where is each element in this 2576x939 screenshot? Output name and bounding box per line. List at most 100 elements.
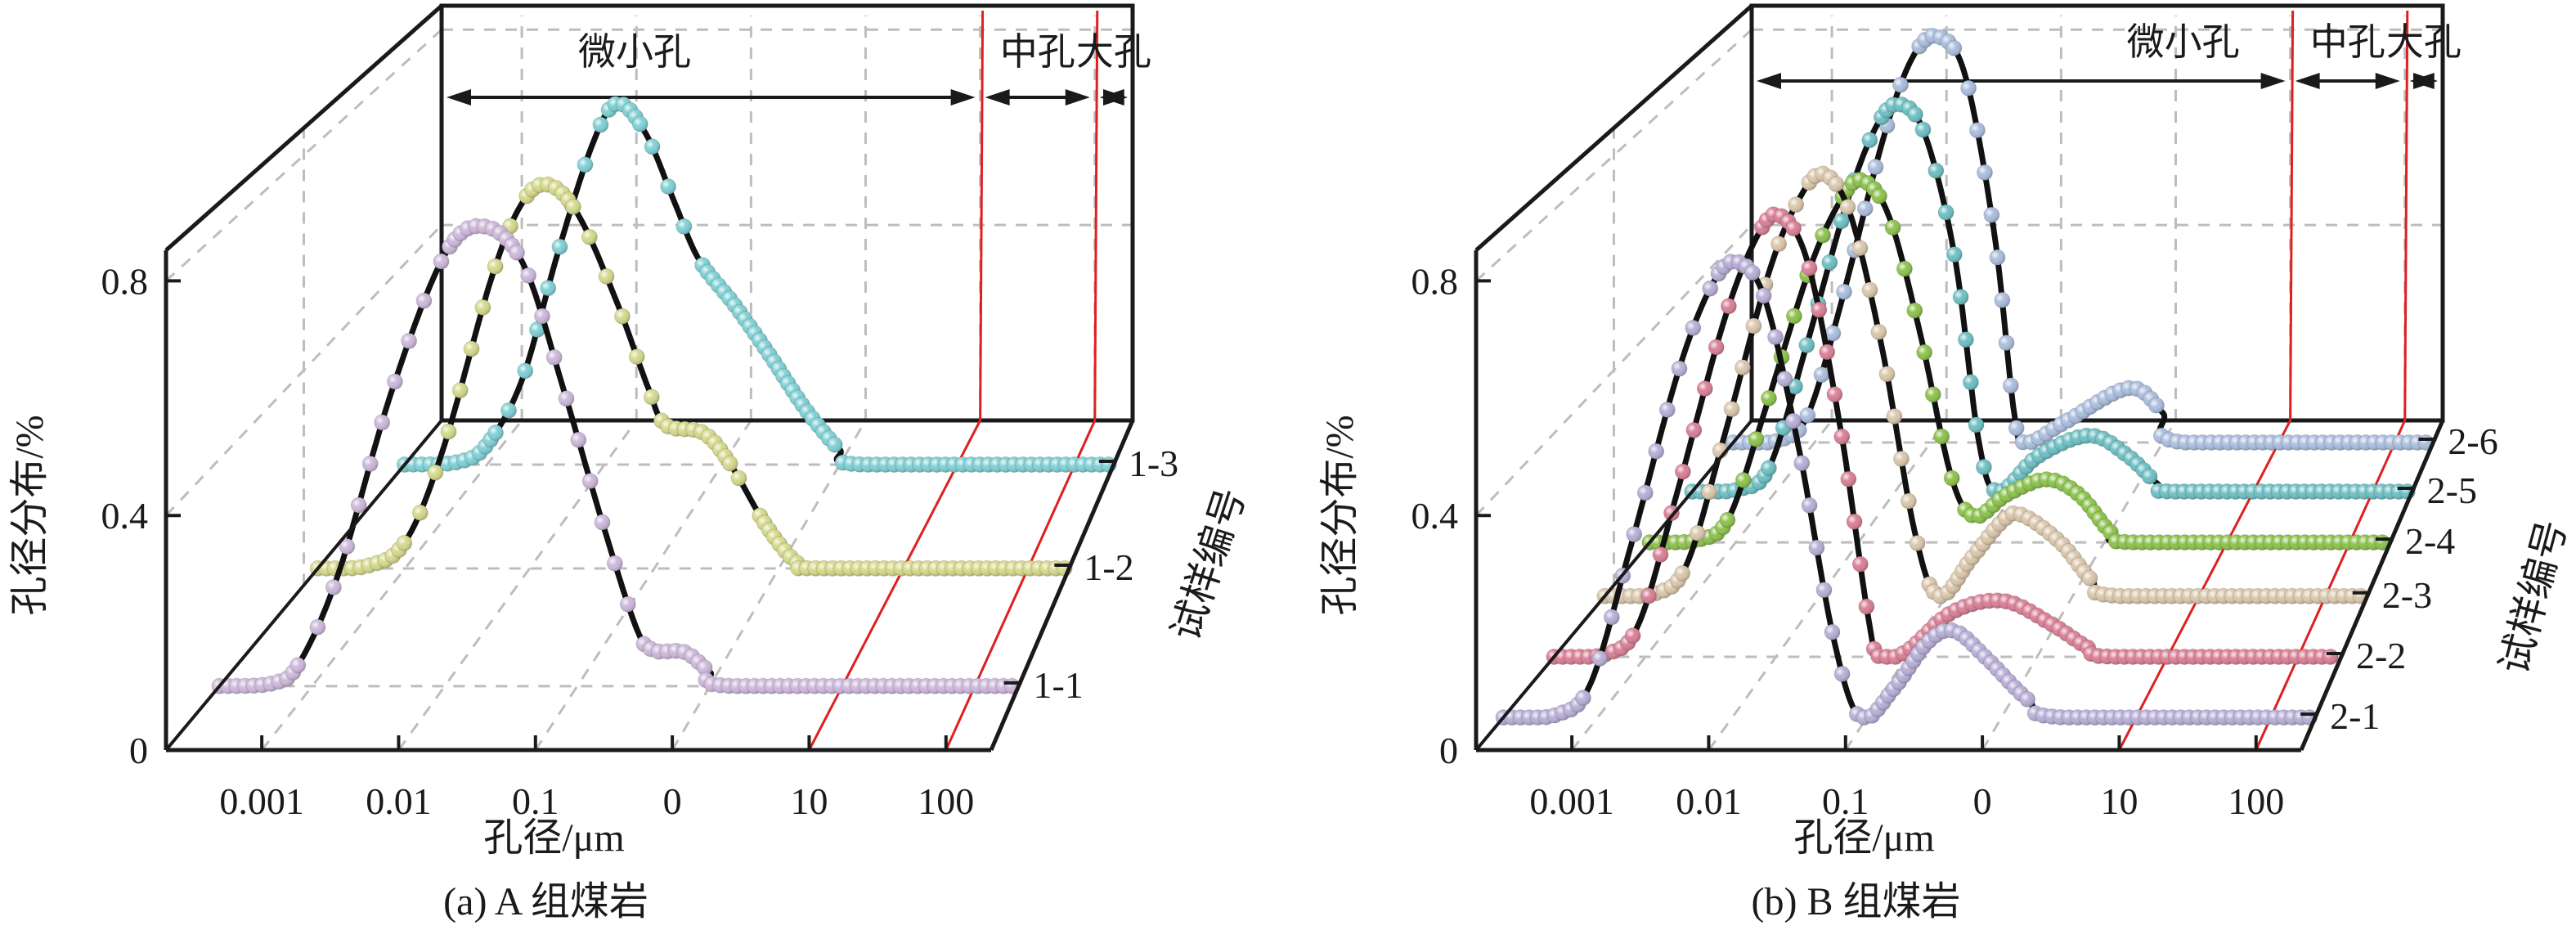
bead-highlight: [660, 178, 676, 195]
x-tick-label: 0.001: [219, 780, 304, 822]
bead-highlight: [1977, 164, 1993, 181]
bead-highlight: [644, 389, 660, 405]
bead-highlight: [1744, 264, 1761, 281]
bead-highlight: [1945, 40, 1962, 56]
bead-highlight: [1724, 401, 1740, 417]
bead-highlight: [1770, 236, 1787, 252]
bead-highlight: [827, 437, 843, 453]
frame-layer: [164, 3, 1135, 751]
bead-highlight: [1915, 122, 1931, 137]
bead-highlight: [1960, 80, 1977, 97]
bead-highlight: [309, 619, 325, 636]
bead-highlight: [1925, 386, 1941, 402]
region-label-micro: 微小孔: [578, 31, 691, 73]
bead-highlight: [289, 657, 306, 673]
z-axis-title: 试样编号: [1165, 483, 1254, 646]
bead-highlight: [474, 299, 491, 316]
sample-label: 2-1: [2330, 695, 2380, 737]
region-boundary-line: [2118, 10, 2295, 751]
bead-highlight: [1871, 188, 1887, 204]
sample-label: 2-3: [2382, 574, 2432, 616]
bead-highlight: [644, 138, 661, 155]
depth-axis-line: [989, 420, 1135, 751]
arrow-head-right-icon: [950, 89, 976, 106]
bead-highlight: [1708, 339, 1725, 355]
bead-highlight: [1674, 565, 1690, 582]
floor-gridline: [534, 420, 752, 751]
bead-highlight: [1788, 196, 1804, 213]
region-label-macro: 大孔: [2386, 21, 2462, 63]
bead-highlight: [1858, 599, 1874, 615]
bead-highlight: [582, 473, 599, 489]
bead-highlight: [1735, 472, 1752, 488]
depth-axis-line: [2299, 420, 2445, 751]
bead-highlight: [1767, 329, 1784, 345]
bead-highlight: [412, 505, 429, 521]
bead-highlight: [1861, 132, 1878, 148]
sample-label: 2-4: [2405, 520, 2455, 562]
bead-highlight: [1819, 344, 1835, 360]
bead-highlight: [565, 199, 581, 215]
bead-highlight: [1591, 650, 1608, 667]
bead-highlight: [1833, 429, 1850, 445]
panel-b: 微小孔 中孔 大孔 0 0.4 0.8 0.001 0.01 0.1 0 10 …: [1318, 3, 2575, 923]
label-layer: 微小孔 中孔 大孔 0 0.4 0.8 0.001 0.01 0.1 0 10 …: [8, 31, 1254, 923]
bead-highlight: [614, 308, 631, 325]
bead-highlight: [1786, 308, 1802, 324]
bead-highlight: [441, 424, 456, 440]
front-axis-layer: [164, 250, 1135, 753]
arrow-head-left-icon: [447, 89, 471, 106]
x-tick-label: 10: [2100, 780, 2138, 822]
bead-highlight: [577, 156, 593, 173]
region-label-meso: 中孔: [2310, 21, 2385, 63]
bead-highlight: [722, 456, 738, 472]
floor-gridline: [1708, 420, 1948, 751]
bead-highlight: [1701, 483, 1717, 500]
bead-highlight: [1814, 366, 1829, 383]
bead-highlight: [529, 321, 545, 338]
bead-highlight: [1802, 260, 1817, 276]
bead-highlight: [2019, 691, 2035, 708]
bead-highlight: [2148, 398, 2165, 414]
sample-label: 1-2: [1084, 546, 1133, 588]
bead-highlight: [1672, 361, 1687, 377]
bead-highlight: [2081, 570, 2098, 586]
bead-highlight: [1870, 324, 1887, 340]
bead-highlight: [1808, 540, 1824, 556]
bead-highlight: [559, 390, 574, 407]
bead-highlight: [1745, 318, 1761, 334]
bead-highlight: [1852, 240, 1868, 256]
bead-highlight: [1761, 390, 1777, 407]
bead-highlight: [1637, 485, 1654, 501]
bead-highlight: [1604, 609, 1620, 625]
bead-highlight: [697, 659, 713, 676]
bead-highlight: [1896, 261, 1913, 277]
side-top-edge: [164, 4, 443, 252]
bead-highlight: [1879, 366, 1895, 382]
bead-highlight: [546, 349, 563, 366]
bead-highlight: [1702, 281, 1718, 297]
bead-highlight: [1685, 320, 1701, 336]
x-axis-title: 孔径/μm: [483, 816, 624, 860]
bead-highlight: [1697, 380, 1713, 397]
x-tick-label: 100: [2228, 780, 2284, 822]
series-1-1: [211, 218, 1021, 694]
bead-highlight: [1862, 282, 1878, 298]
bead-highlight: [1901, 493, 1917, 510]
bead-highlight: [1833, 213, 1850, 229]
y-axis-title: 孔径分布/%: [8, 415, 52, 615]
bead-highlight: [1815, 227, 1831, 244]
bead-highlight: [1824, 624, 1840, 640]
bead-highlight: [1836, 284, 1852, 300]
bead-highlight: [1575, 690, 1591, 706]
bead-highlight: [1785, 220, 1802, 236]
x-tick-label: 0.1: [1822, 780, 1869, 822]
x-tick-label: 0.1: [512, 780, 559, 822]
bead-highlight: [487, 425, 504, 441]
bead-highlight: [2008, 420, 2025, 436]
panel-a: 微小孔 中孔 大孔 0 0.4 0.8 0.001 0.01 0.1 0 10 …: [8, 3, 1254, 923]
bead-highlight: [487, 258, 504, 275]
floor-gridline: [260, 420, 523, 751]
x-tick-label: 0.01: [1676, 780, 1742, 822]
